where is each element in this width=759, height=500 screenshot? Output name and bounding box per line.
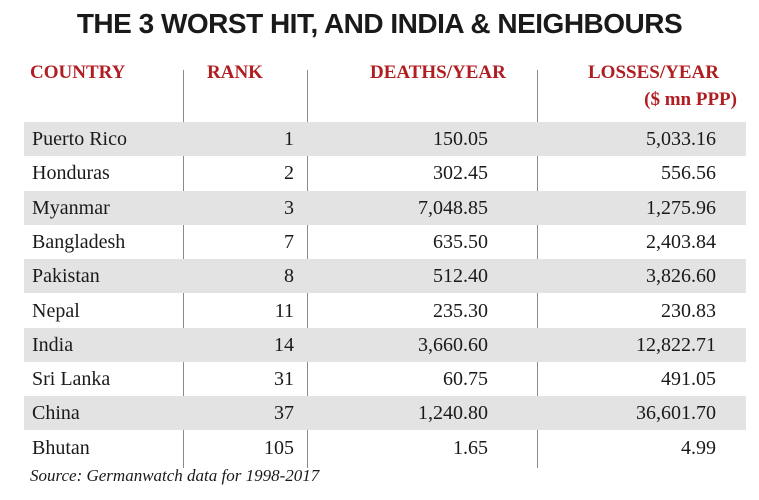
losses-cell: 36,601.70 — [636, 402, 716, 425]
table-title: THE 3 WORST HIT, AND INDIA & NEIGHBOURS — [76, 8, 683, 39]
deaths-cell: 60.75 — [443, 368, 488, 391]
country-cell: Nepal — [32, 299, 80, 322]
country-cell: Bangladesh — [32, 230, 126, 253]
losses-cell: 3,826.60 — [646, 265, 716, 288]
losses-cell: 12,822.71 — [636, 333, 716, 356]
table-row: Pakistan 8 512.40 3,826.60 — [24, 259, 746, 294]
header-rank: RANK — [207, 62, 263, 83]
rank-cell: 11 — [274, 299, 294, 322]
rank-cell: 7 — [284, 230, 294, 253]
deaths-cell: 1.65 — [453, 436, 488, 459]
losses-cell: 4.99 — [681, 436, 716, 459]
rank-cell: 8 — [284, 265, 294, 288]
deaths-cell: 150.05 — [433, 128, 488, 150]
deaths-cell: 635.50 — [433, 230, 488, 253]
header-country: COUNTRY — [30, 62, 126, 83]
deaths-cell: 512.40 — [433, 265, 488, 288]
deaths-cell: 7,048.85 — [418, 196, 488, 219]
country-cell: China — [32, 402, 80, 425]
table-row: Bangladesh 7 635.50 2,403.84 — [24, 225, 746, 259]
country-cell: Myanmar — [32, 196, 110, 219]
source-note: Source: Germanwatch data for 1998-2017 — [30, 466, 320, 485]
deaths-cell: 3,660.60 — [418, 333, 488, 356]
deaths-cell: 1,240.80 — [418, 402, 488, 425]
table-row: India 14 3,660.60 12,822.71 — [24, 327, 746, 362]
rank-cell: 3 — [284, 196, 294, 219]
losses-cell: 2,403.84 — [646, 230, 716, 253]
losses-cell: 5,033.16 — [646, 128, 716, 150]
country-cell: Bhutan — [32, 436, 90, 459]
country-cell: India — [32, 333, 74, 356]
rank-cell: 14 — [274, 333, 294, 356]
country-cell: Puerto Rico — [32, 128, 127, 150]
table-row: China 37 1,240.80 36,601.70 — [24, 396, 746, 431]
losses-cell: 230.83 — [661, 299, 716, 322]
rank-cell: 105 — [264, 436, 294, 459]
table-row: Puerto Rico 1 150.05 5,033.16 — [24, 122, 746, 156]
rank-cell: 31 — [274, 368, 294, 391]
table-row: Bhutan 105 1.65 4.99 — [24, 431, 746, 465]
country-cell: Pakistan — [32, 265, 100, 288]
losses-cell: 491.05 — [661, 368, 716, 391]
deaths-cell: 302.45 — [433, 162, 488, 185]
rank-cell: 37 — [274, 402, 294, 425]
losses-cell: 1,275.96 — [646, 196, 716, 219]
deaths-cell: 235.30 — [433, 299, 488, 322]
header-losses-unit: ($ mn PPP) — [644, 89, 737, 110]
table-row: Nepal 11 235.30 230.83 — [24, 294, 746, 328]
rank-cell: 1 — [284, 128, 294, 150]
header-deaths: DEATHS/YEAR — [370, 62, 506, 83]
rank-cell: 2 — [284, 162, 294, 185]
country-cell: Honduras — [32, 162, 110, 185]
losses-cell: 556.56 — [661, 162, 716, 185]
table-row: Myanmar 3 7,048.85 1,275.96 — [24, 190, 746, 225]
header-losses: LOSSES/YEAR — [588, 62, 719, 83]
country-cell: Sri Lanka — [32, 368, 111, 391]
table-row: Sri Lanka 31 60.75 491.05 — [24, 362, 746, 396]
table-row: Honduras 2 302.45 556.56 — [24, 156, 746, 190]
